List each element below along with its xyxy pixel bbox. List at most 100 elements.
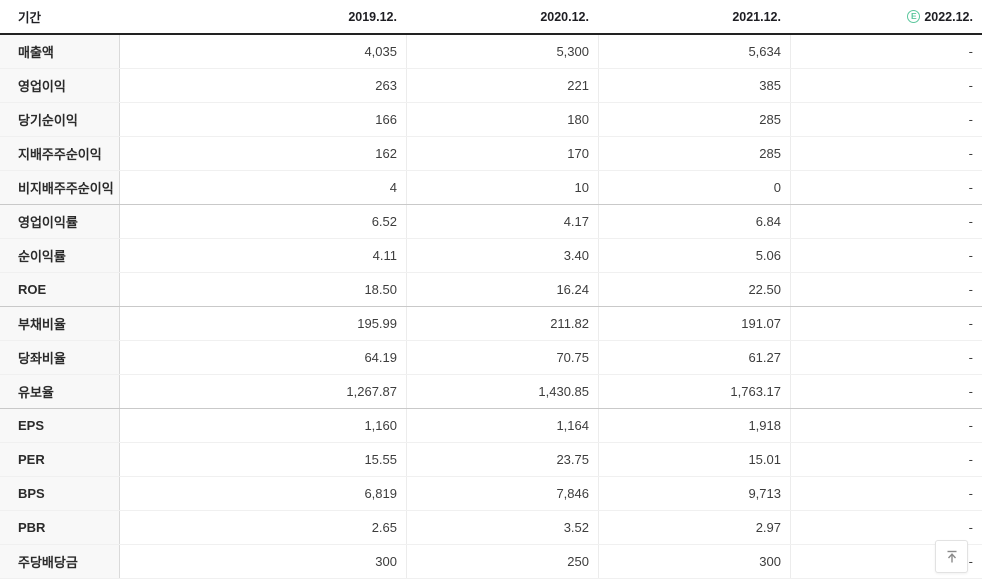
table-row: 당기순이익 166 180 285 - xyxy=(0,103,982,137)
cell-value: - xyxy=(790,477,982,510)
cell-value: 300 xyxy=(375,554,397,569)
cell-value: 18.50 xyxy=(364,282,397,297)
cell-value: - xyxy=(790,341,982,374)
cell-value: 3.40 xyxy=(406,239,598,272)
cell-value: 3.52 xyxy=(406,511,598,544)
cell-value: 211.82 xyxy=(406,307,598,340)
cell-value: 162 xyxy=(375,146,397,161)
cell-value: - xyxy=(790,205,982,238)
cell-value: 195.99 xyxy=(357,316,397,331)
cell-value: 64.19 xyxy=(364,350,397,365)
cell-value: 263 xyxy=(375,78,397,93)
row-label: 당기순이익 xyxy=(0,103,120,136)
table-header-row: 기간 2019.12. 2020.12. 2021.12. E 2022.12. xyxy=(0,0,982,35)
cell-value: 4,035 xyxy=(364,44,397,59)
cell-value: - xyxy=(790,443,982,476)
estimate-badge-icon: E xyxy=(907,10,921,23)
cell-value: 4.11 xyxy=(372,248,397,263)
cell-value: 1,164 xyxy=(406,409,598,442)
cell-value: 385 xyxy=(598,69,790,102)
table-row: PER 15.55 23.75 15.01 - xyxy=(0,443,982,477)
cell-value: 0 xyxy=(598,171,790,204)
header-2022-12-label: 2022.12. xyxy=(924,9,973,24)
row-label: 부채비율 xyxy=(0,307,120,340)
cell-value: 23.75 xyxy=(406,443,598,476)
cell-value: - xyxy=(790,375,982,408)
row-label: 당좌비율 xyxy=(0,341,120,374)
table-row: EPS 1,160 1,164 1,918 - xyxy=(0,409,982,443)
cell-value: 1,160 xyxy=(364,418,397,433)
cell-value: 191.07 xyxy=(598,307,790,340)
cell-value: 70.75 xyxy=(406,341,598,374)
table-row: 순이익률 4.11 3.40 5.06 - xyxy=(0,239,982,273)
header-2021-12: 2021.12. xyxy=(732,9,781,24)
cell-value: 170 xyxy=(406,137,598,170)
cell-value: 6,819 xyxy=(364,486,397,501)
cell-value: 61.27 xyxy=(598,341,790,374)
header-2019-12: 2019.12. xyxy=(348,9,397,24)
header-period: 기간 xyxy=(18,11,42,25)
row-label: 비지배주주순이익 xyxy=(0,171,120,204)
cell-value: 16.24 xyxy=(406,273,598,306)
row-label: PBR xyxy=(0,511,120,544)
header-2020-12: 2020.12. xyxy=(540,9,589,24)
cell-value: - xyxy=(790,103,982,136)
cell-value: 221 xyxy=(406,69,598,102)
cell-value: - xyxy=(790,511,982,544)
scroll-to-top-button[interactable] xyxy=(935,540,968,573)
cell-value: - xyxy=(790,307,982,340)
row-label: 영업이익 xyxy=(0,69,120,102)
table-row: 지배주주순이익 162 170 285 - xyxy=(0,137,982,171)
cell-value: 5.06 xyxy=(598,239,790,272)
row-label: PER xyxy=(0,443,120,476)
cell-value: 2.65 xyxy=(371,520,397,535)
table-row: 주당배당금 300 250 300 - xyxy=(0,545,982,579)
cell-value: - xyxy=(790,171,982,204)
cell-value: 180 xyxy=(406,103,598,136)
cell-value: 250 xyxy=(406,545,598,578)
table-row: 영업이익률 6.52 4.17 6.84 - xyxy=(0,205,982,239)
cell-value: 9,713 xyxy=(598,477,790,510)
row-label: BPS xyxy=(0,477,120,510)
cell-value: 300 xyxy=(598,545,790,578)
cell-value: - xyxy=(790,239,982,272)
cell-value: 5,300 xyxy=(406,35,598,68)
row-label: 주당배당금 xyxy=(0,545,120,578)
cell-value: 5,634 xyxy=(598,35,790,68)
cell-value: - xyxy=(790,545,982,578)
row-label: 지배주주순이익 xyxy=(0,137,120,170)
cell-value: 4 xyxy=(389,180,397,195)
cell-value: 4.17 xyxy=(406,205,598,238)
table-row: 매출액 4,035 5,300 5,634 - xyxy=(0,35,982,69)
cell-value: - xyxy=(790,273,982,306)
table-row: PBR 2.65 3.52 2.97 - xyxy=(0,511,982,545)
row-label: 영업이익률 xyxy=(0,205,120,238)
cell-value: - xyxy=(790,35,982,68)
cell-value: - xyxy=(790,409,982,442)
table-row: ROE 18.50 16.24 22.50 - xyxy=(0,273,982,307)
table-row: 비지배주주순이익 4 10 0 - xyxy=(0,171,982,205)
cell-value: 6.84 xyxy=(598,205,790,238)
header-2022-12-estimate: E 2022.12. xyxy=(790,0,982,33)
table-row: 부채비율 195.99 211.82 191.07 - xyxy=(0,307,982,341)
cell-value: - xyxy=(790,69,982,102)
scroll-to-top-icon xyxy=(944,549,960,565)
cell-value: 1,267.87 xyxy=(346,384,397,399)
table-row: 영업이익 263 221 385 - xyxy=(0,69,982,103)
cell-value: 22.50 xyxy=(598,273,790,306)
row-label: EPS xyxy=(0,409,120,442)
cell-value: 1,430.85 xyxy=(406,375,598,408)
cell-value: 1,918 xyxy=(598,409,790,442)
row-label: 매출액 xyxy=(0,35,120,68)
cell-value: 15.55 xyxy=(364,452,397,467)
cell-value: 6.52 xyxy=(371,214,397,229)
row-label: 순이익률 xyxy=(0,239,120,272)
row-label: 유보율 xyxy=(0,375,120,408)
table-row: 유보율 1,267.87 1,430.85 1,763.17 - xyxy=(0,375,982,409)
cell-value: 15.01 xyxy=(598,443,790,476)
cell-value: 10 xyxy=(406,171,598,204)
cell-value: 285 xyxy=(598,137,790,170)
row-label: ROE xyxy=(0,273,120,306)
cell-value: 166 xyxy=(375,112,397,127)
